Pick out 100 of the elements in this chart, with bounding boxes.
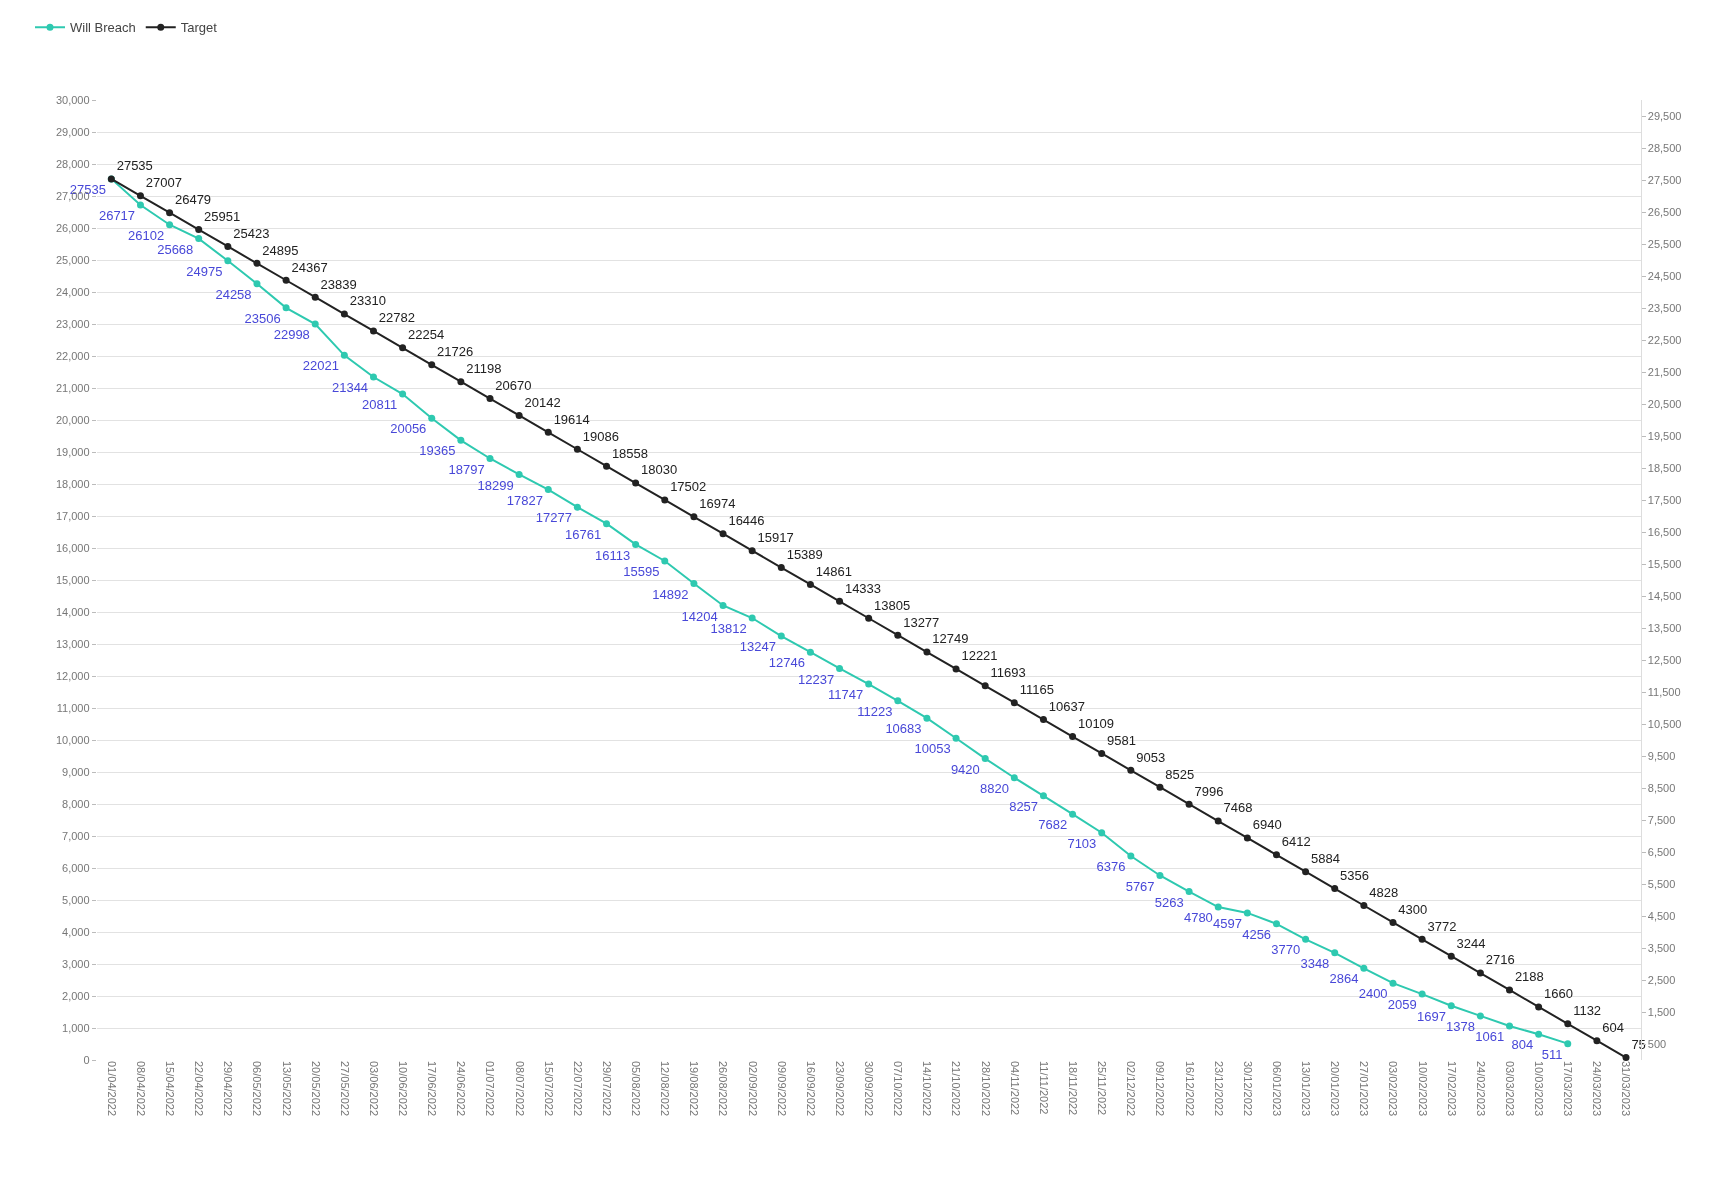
point (1127, 852, 1135, 860)
point (1039, 792, 1047, 800)
y-tick-label: 21,000 (55, 381, 90, 394)
legend-label: Target (180, 20, 218, 36)
data-label: 17827 (506, 492, 543, 508)
data-label: 14861 (815, 563, 852, 579)
y2-tick-label: 14,500 (1647, 589, 1682, 602)
data-label: 5767 (1125, 878, 1155, 894)
data-label: 1132 (1573, 1003, 1602, 1019)
y2-tick-label: 6,500 (1647, 845, 1676, 858)
point (224, 257, 232, 265)
data-label: 19365 (419, 443, 456, 459)
point (1302, 935, 1310, 943)
data-label: 14333 (844, 580, 882, 596)
y2-tick-label: 15,500 (1647, 557, 1682, 570)
y2-tick-label: 22,500 (1647, 333, 1682, 346)
point (1272, 851, 1280, 859)
point (1214, 817, 1222, 825)
point (777, 564, 785, 572)
x-tick-label: 17/02/2023 (1445, 1061, 1458, 1117)
data-label: 8257 (1009, 798, 1039, 814)
data-label: 4828 (1369, 884, 1399, 900)
data-label: 18797 (448, 461, 485, 477)
data-label: 25668 (157, 241, 194, 257)
data-label: 17277 (535, 510, 573, 526)
point (1476, 1012, 1484, 1020)
point (1476, 969, 1484, 977)
data-label: 26102 (128, 227, 165, 243)
y-tick-label: 17,000 (55, 509, 90, 522)
data-label: 14204 (681, 608, 718, 624)
x-tick-label: 01/07/2022 (484, 1061, 497, 1117)
point (311, 320, 319, 328)
y-tick-label: 12,000 (55, 669, 90, 682)
data-label: 26717 (98, 208, 136, 224)
data-label: 1660 (1544, 986, 1573, 1002)
point (1506, 986, 1514, 994)
data-label: 18299 (477, 477, 514, 493)
data-label: 9581 (1107, 732, 1136, 748)
x-tick-label: 13/05/2022 (280, 1061, 293, 1117)
data-label: 10683 (885, 721, 922, 737)
y-tick-label: 24,000 (55, 285, 90, 298)
data-label: 22254 (407, 327, 445, 343)
data-label: 6940 (1252, 817, 1282, 833)
y-tick-label: 10,000 (55, 733, 90, 746)
point (836, 597, 844, 605)
x-tick-label: 06/01/2023 (1270, 1061, 1283, 1117)
point (1418, 990, 1426, 998)
y-tick-label: 23,000 (55, 317, 90, 330)
point (1535, 1030, 1543, 1038)
point (1506, 1022, 1514, 1030)
x-tick-label: 17/06/2022 (426, 1061, 439, 1117)
point (311, 293, 319, 301)
point (515, 411, 523, 419)
data-label: 3244 (1456, 935, 1486, 951)
point (952, 734, 960, 742)
data-label: 10637 (1048, 698, 1085, 714)
x-tick-label: 20/01/2023 (1329, 1061, 1342, 1117)
point (748, 547, 756, 555)
x-tick-label: 31/03/2023 (1620, 1061, 1633, 1117)
data-label: 804 (1511, 1037, 1534, 1053)
data-label: 19614 (553, 411, 590, 427)
y2-tick-label: 10,500 (1647, 717, 1682, 730)
point (399, 344, 407, 352)
x-tick-label: 03/02/2023 (1387, 1061, 1400, 1117)
y-tick-label: 3,000 (62, 957, 90, 970)
data-label: 5356 (1340, 867, 1370, 883)
x-tick-label: 08/04/2022 (134, 1061, 147, 1117)
data-label: 16113 (595, 547, 631, 563)
data-label: 12221 (961, 648, 998, 664)
data-label: 9053 (1136, 749, 1166, 765)
point (282, 276, 290, 284)
point (136, 201, 144, 209)
y-tick-label: 1,000 (62, 1021, 90, 1034)
x-tick-label: 24/06/2022 (455, 1061, 468, 1117)
y-tick-label: 13,000 (55, 637, 90, 650)
x-tick-label: 24/02/2023 (1474, 1061, 1487, 1117)
point (1069, 810, 1077, 818)
x-tick-label: 10/02/2023 (1416, 1061, 1429, 1117)
y2-tick-label: 23,500 (1647, 301, 1682, 314)
y2-tick-label: 5,500 (1647, 877, 1676, 890)
x-tick-label: 19/08/2022 (688, 1061, 701, 1117)
data-label: 16761 (564, 526, 602, 542)
y-tick-label: 22,000 (55, 349, 90, 362)
point (195, 235, 203, 243)
y-tick-label: 28,000 (55, 157, 90, 170)
point (544, 428, 552, 436)
x-tick-label: 17/03/2023 (1562, 1061, 1575, 1117)
x-tick-label: 27/01/2023 (1358, 1061, 1371, 1117)
point (1214, 903, 1222, 911)
y2-tick-label: 2,500 (1647, 973, 1676, 986)
point (515, 470, 523, 478)
point (1331, 949, 1339, 957)
x-tick-label: 22/04/2022 (193, 1061, 206, 1117)
x-tick-label: 30/09/2022 (863, 1061, 876, 1117)
data-label: 2716 (1485, 952, 1515, 968)
y-tick-label: 25,000 (55, 253, 90, 266)
data-label: 13805 (874, 597, 911, 613)
x-tick-label: 15/07/2022 (542, 1061, 555, 1117)
data-label: 18558 (611, 445, 649, 461)
point (1564, 1040, 1572, 1048)
